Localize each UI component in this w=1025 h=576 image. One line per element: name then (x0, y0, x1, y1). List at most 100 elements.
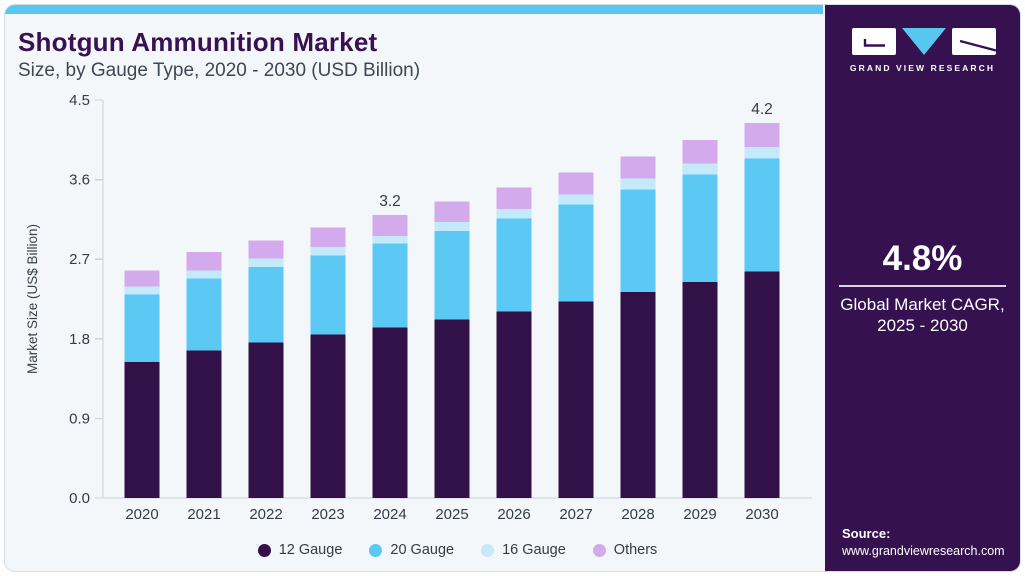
legend-dot-icon (592, 543, 606, 557)
bar-segment-16-gauge (620, 178, 656, 190)
bar-segment-20-gauge (558, 204, 594, 302)
legend-dot-icon (257, 543, 271, 557)
bar-segment-20-gauge (496, 218, 532, 312)
bar-segment-20-gauge (124, 294, 160, 362)
legend-item-16-gauge: 16 Gauge (481, 542, 566, 558)
bar-segment-12-gauge (558, 301, 594, 498)
legend-dot-icon (481, 543, 495, 557)
bar-segment-others (310, 227, 346, 247)
brand-sidebar: GRAND VIEW RESEARCH 4.8% Global Market C… (825, 5, 1020, 571)
bar-segment-12-gauge (434, 319, 470, 498)
bar-segment-20-gauge (744, 158, 780, 272)
bar-segment-20-gauge (682, 174, 718, 283)
source-url: www.grandviewresearch.com (842, 544, 1005, 558)
bar-segment-12-gauge (124, 361, 160, 498)
logo-r-glyph (959, 39, 997, 52)
cagr-period: 2025 - 2030 (877, 316, 968, 335)
x-tick-label: 2023 (311, 506, 344, 523)
bar-segment-16-gauge (248, 258, 284, 268)
bar-segment-20-gauge (434, 230, 470, 320)
y-tick-label: 3.6 (69, 172, 90, 189)
x-tick-label: 2026 (497, 506, 530, 523)
bar-segment-12-gauge (496, 311, 532, 498)
legend-item-others: Others (592, 542, 658, 558)
bar-segment-others (620, 156, 656, 179)
bar-segment-others (186, 252, 222, 271)
chart-svg: 0.0 0.9 1.8 2.7 3.6 4.5 Market Size (US$ Billi… (25, 92, 812, 523)
y-tick-label: 0.0 (69, 490, 90, 507)
source-block: Source: www.grandviewresearch.com (842, 526, 1005, 558)
bar-segment-others (496, 187, 532, 209)
chart-legend: 12 Gauge 20 Gauge 16 Gauge Others (92, 541, 823, 559)
x-tick-label: 2025 (435, 506, 468, 523)
bar-segment-12-gauge (248, 342, 284, 498)
bar-segment-16-gauge (682, 163, 718, 175)
bar-total-label: 3.2 (379, 193, 401, 210)
bar-segment-16-gauge (744, 146, 780, 159)
bar-segment-others (434, 201, 470, 223)
brand-name: GRAND VIEW RESEARCH (849, 63, 996, 73)
x-tick-label: 2022 (249, 506, 282, 523)
page-title: Shotgun Ammunition Market (18, 27, 378, 57)
source-label: Source: (842, 526, 891, 541)
bar-segment-12-gauge (682, 282, 718, 498)
x-tick-label: 2027 (559, 506, 592, 523)
bar-segment-others (124, 270, 160, 287)
legend-label: 16 Gauge (502, 542, 566, 558)
page-subtitle: Size, by Gauge Type, 2020 - 2030 (USD Bi… (18, 60, 421, 81)
bar-segment-others (248, 240, 284, 259)
bar-segment-16-gauge (558, 194, 594, 205)
top-accent-bar (5, 5, 823, 14)
y-axis-title: Market Size (US$ Billion) (25, 224, 40, 374)
bar-segment-16-gauge (372, 236, 408, 244)
bar-segment-20-gauge (372, 243, 408, 328)
bar-segment-16-gauge (124, 286, 160, 295)
legend-item-20-gauge: 20 Gauge (369, 542, 454, 558)
bar-segment-others (372, 214, 408, 237)
bar-segment-16-gauge (434, 222, 470, 231)
bar-segment-others (744, 122, 780, 147)
x-tick-label: 2029 (683, 506, 716, 523)
bar-segment-16-gauge (496, 208, 532, 219)
x-tick-label: 2024 (373, 506, 406, 523)
gvr-logo-icon (852, 28, 997, 55)
x-tick-label: 2030 (745, 506, 778, 523)
bar-segment-16-gauge (186, 270, 222, 279)
y-tick-label: 2.7 (69, 251, 90, 268)
x-tick-label: 2028 (621, 506, 654, 523)
bar-segment-20-gauge (620, 189, 656, 292)
legend-label: Others (613, 542, 658, 558)
bar-segment-12-gauge (372, 327, 408, 498)
logo-r-block (952, 28, 996, 55)
y-tick-label: 1.8 (69, 331, 90, 348)
cagr-block: 4.8% Global Market CAGR, 2025 - 2030 (825, 238, 1020, 336)
legend-label: 12 Gauge (278, 542, 343, 558)
chart-card: Shotgun Ammunition Market Size, by Gauge… (4, 4, 1021, 572)
y-tick-label: 4.5 (69, 92, 90, 109)
bar-segment-20-gauge (310, 255, 346, 335)
logo-v-triangle (902, 28, 946, 55)
logo-g-block (852, 28, 896, 55)
x-tick-label: 2021 (187, 506, 220, 523)
legend-label: 20 Gauge (390, 542, 455, 558)
bar-segment-20-gauge (186, 278, 222, 351)
chart-region: Shotgun Ammunition Market Size, by Gauge… (5, 5, 823, 569)
legend-dot-icon (369, 543, 383, 557)
cagr-caption: Global Market CAGR, (840, 295, 1005, 314)
bar-segment-20-gauge (248, 267, 284, 343)
cagr-divider (839, 285, 1006, 287)
bar-segment-others (682, 139, 718, 164)
legend-item-12-gauge: 12 Gauge (257, 542, 343, 558)
logo-g-glyph (863, 39, 885, 47)
bar-segment-16-gauge (310, 246, 346, 256)
bar-segment-12-gauge (744, 271, 780, 498)
bar-total-label: 4.2 (751, 101, 773, 118)
bar-segment-12-gauge (186, 350, 222, 498)
x-tick-label: 2020 (125, 506, 158, 523)
bar-segment-12-gauge (310, 334, 346, 498)
bar-segment-12-gauge (620, 291, 656, 498)
y-tick-label: 0.9 (69, 410, 90, 427)
cagr-value: 4.8% (882, 239, 963, 278)
bar-segment-others (558, 172, 594, 195)
